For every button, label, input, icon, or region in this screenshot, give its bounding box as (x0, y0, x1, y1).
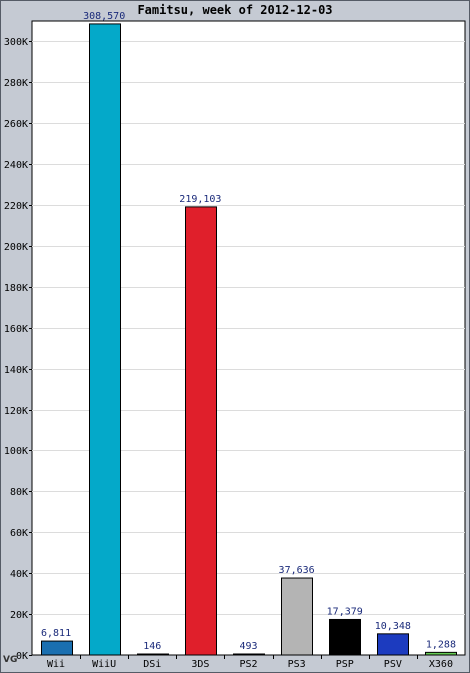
data-label: 493 (239, 641, 257, 652)
y-tick-label: 200K (4, 242, 28, 253)
chart-title: Famitsu, week of 2012-12-03 (137, 3, 333, 17)
x-tick-label: PS3 (288, 659, 306, 670)
y-tick-label: 60K (10, 528, 28, 539)
x-tick-label: PSV (384, 659, 402, 670)
data-label: 219,103 (179, 194, 221, 205)
bar (425, 651, 457, 656)
x-tick-label: DSi (143, 659, 161, 670)
y-tick-label: 0K (16, 651, 28, 662)
y-tick-label: 240K (4, 160, 28, 171)
y-tick-label: 140K (4, 365, 28, 376)
bar (329, 618, 361, 656)
x-tick-label: PSP (336, 659, 354, 670)
x-tick-label: PS2 (239, 659, 257, 670)
bar (377, 633, 409, 656)
data-label: 6,811 (41, 628, 71, 639)
data-label: 37,636 (279, 565, 315, 576)
bar (41, 640, 73, 656)
watermark-logo: VG (3, 655, 18, 665)
bar (137, 653, 169, 656)
y-tick-label: 260K (4, 119, 28, 130)
y-tick-label: 20K (10, 610, 28, 621)
y-tick-label: 40K (10, 569, 28, 580)
y-tick-label: 120K (4, 406, 28, 417)
bar (185, 206, 217, 656)
y-tick-label: 80K (10, 487, 28, 498)
data-label: 1,288 (426, 639, 456, 650)
y-tick-label: 220K (4, 201, 28, 212)
x-tick-label: X360 (429, 659, 453, 670)
y-tick-label: 280K (4, 78, 28, 89)
bar (281, 577, 313, 656)
x-tick-label: Wii (47, 659, 65, 670)
y-tick-label: 100K (4, 446, 28, 457)
data-label: 10,348 (375, 621, 411, 632)
bar (89, 23, 121, 656)
y-tick-label: 300K (4, 37, 28, 48)
y-tick-label: 160K (4, 324, 28, 335)
y-tick-label: 180K (4, 283, 28, 294)
x-tick-label: WiiU (92, 659, 116, 670)
data-label: 308,570 (83, 11, 125, 22)
bar (233, 653, 265, 656)
data-label: 17,379 (327, 606, 363, 617)
data-label: 146 (143, 641, 161, 652)
x-tick-label: 3DS (191, 659, 209, 670)
